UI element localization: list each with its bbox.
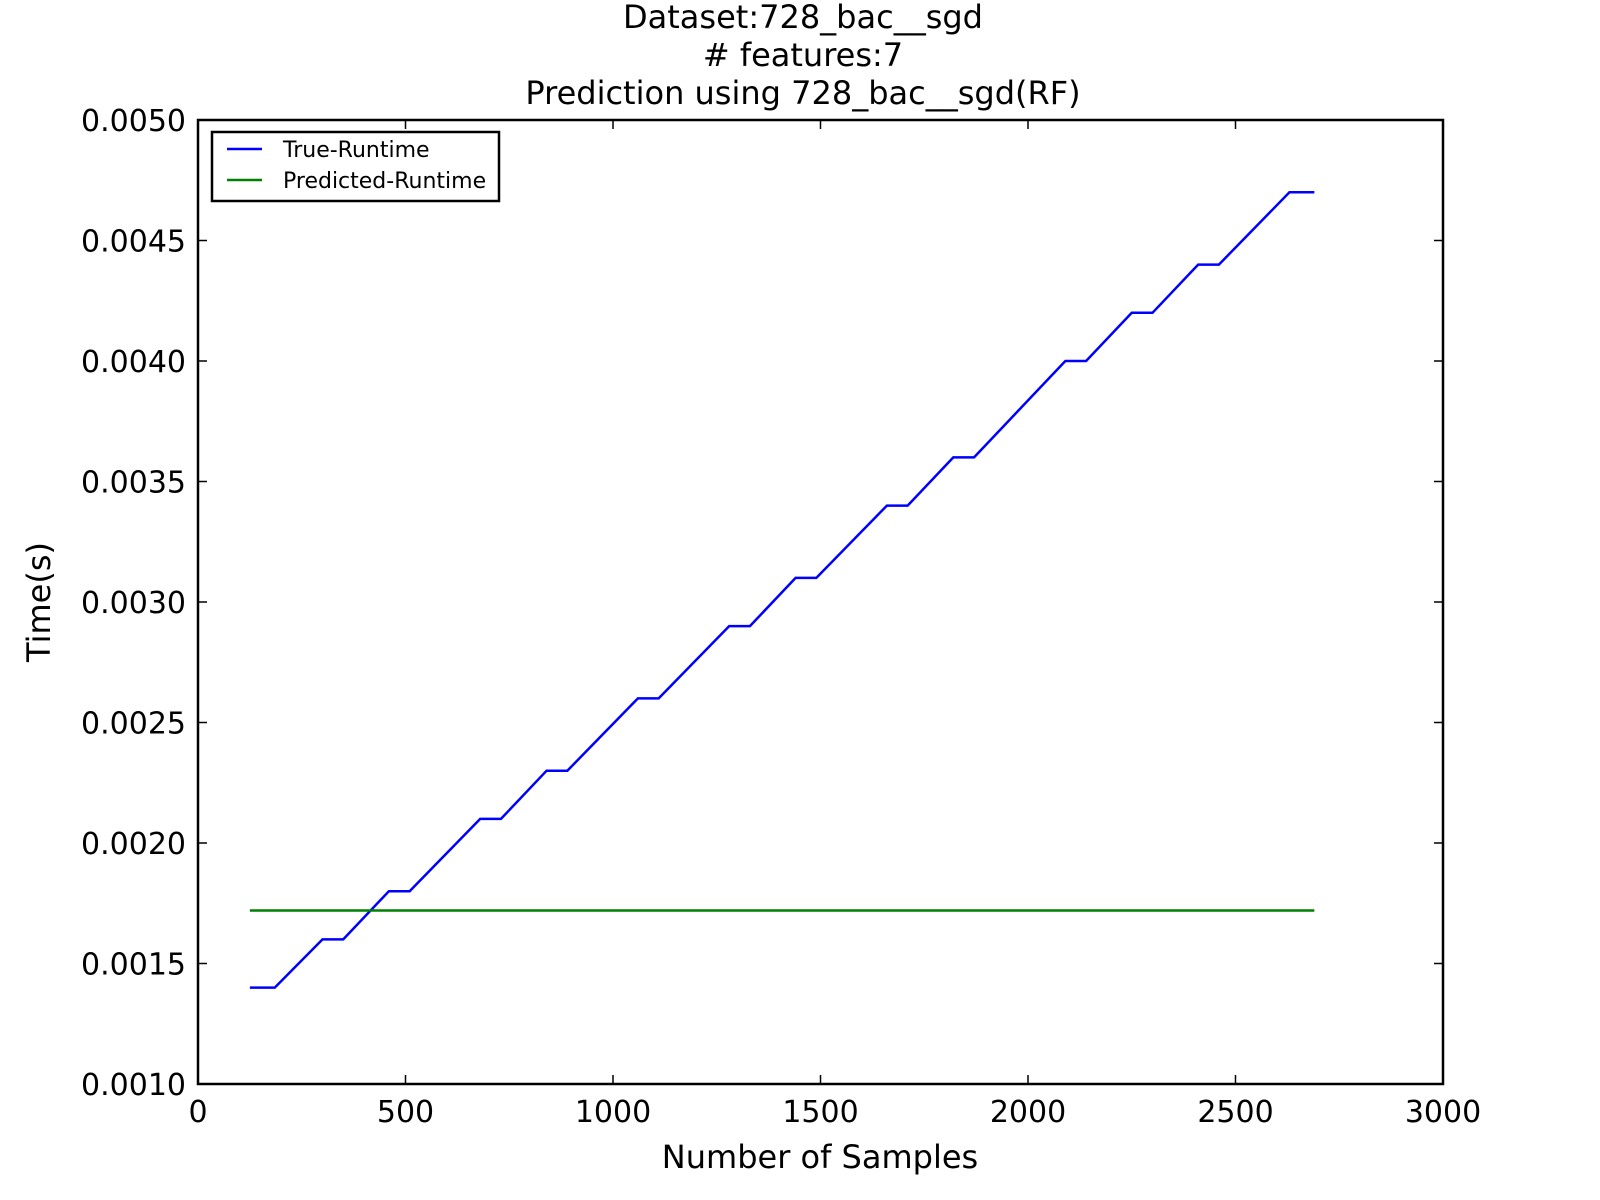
legend-box [210,130,501,203]
x-tick-label: 2000 [990,1095,1066,1130]
y-tick-label: 0.0035 [81,466,186,501]
series-line-true-runtime [249,191,1315,989]
y-axis-label: Time(s) [20,542,58,663]
chart-title-line-3: Prediction using 728_bac__sgd(RF) [525,74,1080,112]
x-tick-label: 2500 [1197,1095,1273,1130]
y-tick-label: 0.0015 [81,948,186,983]
series-layer [249,191,1315,989]
x-tick-label: 1000 [575,1095,651,1130]
x-axis-label: Number of Samples [662,1138,978,1176]
legend-label-predicted-runtime: Predicted-Runtime [283,169,486,194]
chart-title-line-2: # features:7 [703,36,903,74]
x-tick-label: 0 [188,1095,207,1130]
y-tick-label: 0.0030 [81,586,186,621]
plot-frame [196,118,1445,1086]
legend-label-true-runtime: True-Runtime [282,138,430,163]
x-tick-label: 3000 [1405,1095,1481,1130]
y-tick-label: 0.0010 [81,1068,186,1103]
chart-title-line-1: Dataset:728_bac__sgd [623,0,983,36]
x-axis-ticks: 0 500 1000 1500 2000 2500 3000 [188,120,1481,1130]
legend: True-Runtime Predicted-Runtime [210,130,501,203]
y-tick-label: 0.0040 [81,345,186,380]
y-tick-label: 0.0045 [81,225,186,260]
x-tick-label: 500 [377,1095,434,1130]
y-tick-label: 0.0050 [81,104,186,139]
y-tick-label: 0.0025 [81,707,186,742]
y-axis-ticks: 0.0010 0.0015 0.0020 0.0025 0.0030 0.0035 0.00… [81,104,1443,1103]
x-tick-label: 1500 [782,1095,858,1130]
y-tick-label: 0.0020 [81,827,186,862]
